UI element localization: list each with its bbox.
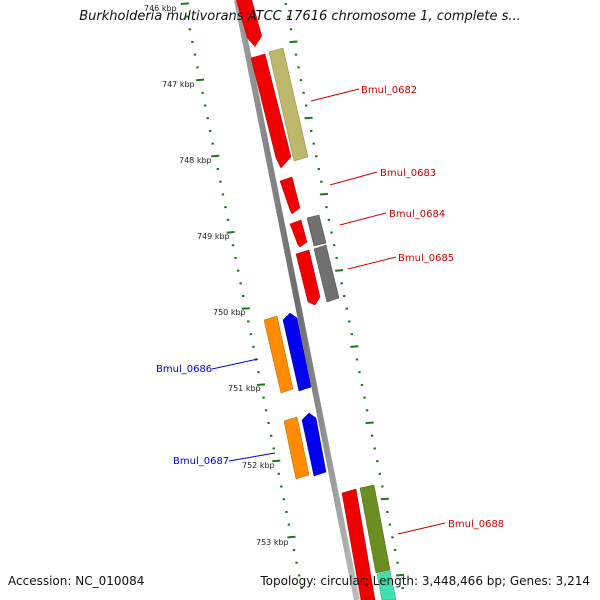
cds-block[interactable]	[283, 416, 310, 480]
kbp-label: 750 kbp	[213, 308, 246, 317]
major-tick	[335, 269, 344, 272]
major-tick	[241, 307, 250, 310]
gene-arrow[interactable]	[301, 412, 327, 477]
gene-label-bmul-0682[interactable]: Bmul_0682	[361, 85, 417, 96]
cds-block[interactable]	[268, 47, 309, 162]
major-tick	[272, 459, 281, 463]
cds-block[interactable]	[263, 315, 294, 394]
tick-marks	[180, 2, 405, 590]
kbp-label: 748 kbp	[179, 156, 212, 165]
accession-text: Accession: NC_010084	[8, 574, 145, 588]
major-tick	[180, 2, 189, 5]
kbp-label: 752 kbp	[242, 461, 275, 470]
kbp-labels: 746 kbp 747 kbp 748 kbp 749 kbp 750 kbp …	[144, 4, 289, 547]
gene-arrow[interactable]	[289, 219, 308, 248]
kbp-label: 753 kbp	[256, 538, 289, 547]
major-tick	[304, 116, 313, 120]
gene-labels: Bmul_0682 Bmul_0683 Bmul_0684 Bmul_0685 …	[156, 85, 504, 530]
gene-arrow[interactable]	[341, 488, 376, 600]
major-tick	[289, 40, 298, 44]
leader-lines	[211, 88, 446, 535]
major-tick	[319, 192, 328, 196]
major-tick	[226, 231, 235, 234]
cds-block[interactable]	[313, 244, 340, 303]
major-tick	[256, 383, 266, 386]
gene-label-bmul-0683[interactable]: Bmul_0683	[380, 168, 436, 179]
gene-label-bmul-0685[interactable]: Bmul_0685	[398, 253, 454, 264]
cds-block[interactable]	[376, 570, 397, 600]
cds-block[interactable]	[359, 484, 391, 574]
summary-text: Topology: circular; Length: 3,448,466 bp…	[260, 574, 590, 588]
major-tick	[195, 78, 205, 82]
gene-label-bmul-0686[interactable]: Bmul_0686	[156, 364, 212, 375]
kbp-label: 746 kbp	[144, 4, 177, 13]
major-tick	[365, 421, 374, 425]
gene-arrow[interactable]	[282, 312, 312, 392]
gene-arrow[interactable]	[250, 53, 292, 169]
major-tick	[350, 345, 359, 348]
kbp-label: 751 kbp	[228, 384, 261, 393]
kbp-label: 747 kbp	[162, 80, 195, 89]
gene-label-bmul-0688[interactable]: Bmul_0688	[448, 519, 504, 530]
gene-label-bmul-0684[interactable]: Bmul_0684	[389, 209, 445, 220]
cds-block[interactable]	[306, 214, 327, 247]
gene-arrow[interactable]	[295, 249, 321, 306]
map-title: Burkholderia multivorans ATCC 17616 chro…	[79, 9, 521, 24]
gene-arrow[interactable]	[279, 176, 301, 215]
major-tick	[287, 535, 296, 539]
major-tick	[380, 497, 389, 501]
major-tick	[396, 573, 405, 577]
kbp-label: 749 kbp	[197, 232, 230, 241]
gene-arrow[interactable]	[236, 0, 262, 47]
gene-label-bmul-0687[interactable]: Bmul_0687	[173, 456, 229, 467]
chromosome-backbone	[234, 0, 360, 600]
major-tick	[211, 154, 220, 158]
